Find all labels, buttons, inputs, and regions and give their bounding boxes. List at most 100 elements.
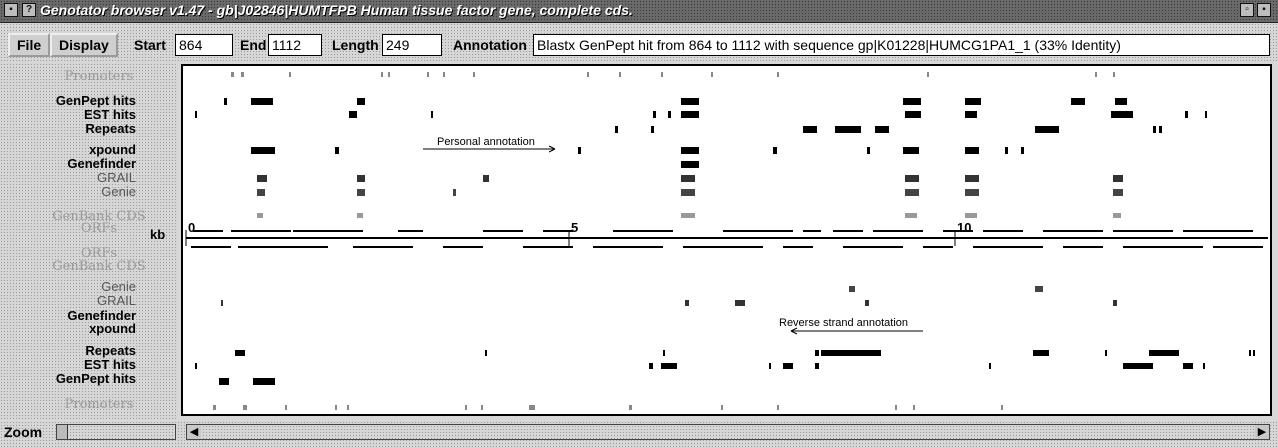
est-hit-feature[interactable]	[905, 111, 921, 118]
repeat-feature[interactable]	[803, 126, 817, 133]
scroll-left-icon[interactable]: ◀	[187, 425, 201, 439]
est-hit-feature[interactable]	[989, 363, 991, 369]
grail-feature[interactable]	[1113, 175, 1123, 182]
xpound-feature[interactable]	[251, 147, 275, 154]
forward-orf-feature[interactable]	[613, 230, 673, 232]
promoter-feature[interactable]	[335, 405, 337, 410]
xpound-feature[interactable]	[903, 147, 919, 154]
genefinder-feature[interactable]	[681, 161, 699, 168]
feature-map[interactable]: 0 5 10 Personal annotation Reverse strand an…	[183, 66, 1270, 414]
genbank-cds-feature[interactable]	[1113, 213, 1121, 218]
reverse-orf-feature[interactable]	[523, 246, 573, 248]
promoter-feature[interactable]	[1001, 405, 1003, 410]
est-hit-feature[interactable]	[1205, 111, 1207, 118]
est-hit-feature[interactable]	[653, 111, 656, 118]
repeat-feature[interactable]	[875, 126, 889, 133]
end-field[interactable]: 1112	[268, 34, 322, 56]
genpept-hit-feature[interactable]	[681, 98, 699, 105]
forward-orf-feature[interactable]	[293, 230, 363, 232]
promoter-feature[interactable]	[721, 405, 723, 410]
est-hit-feature[interactable]	[1203, 363, 1205, 369]
genpept-hit-feature[interactable]	[357, 98, 365, 105]
est-hit-feature[interactable]	[1111, 111, 1133, 118]
maximize-icon[interactable]: ▪	[1257, 3, 1271, 17]
genbank-cds-feature[interactable]	[257, 213, 263, 218]
zoom-slider-handle[interactable]	[57, 425, 68, 439]
promoter-feature[interactable]	[241, 72, 244, 77]
est-hit-feature[interactable]	[965, 111, 977, 118]
scroll-right-icon[interactable]: ▶	[1255, 425, 1269, 439]
reverse-orf-feature[interactable]	[623, 246, 663, 248]
genpept-hit-feature[interactable]	[965, 98, 981, 105]
promoter-feature[interactable]	[777, 72, 779, 77]
reverse-orf-feature[interactable]	[1063, 246, 1103, 248]
genbank-cds-feature[interactable]	[965, 213, 977, 218]
promoter-feature[interactable]	[777, 405, 779, 410]
grail-feature[interactable]	[483, 175, 489, 182]
grail-feature[interactable]	[905, 175, 919, 182]
promoter-feature[interactable]	[289, 72, 291, 77]
xpound-feature[interactable]	[578, 147, 581, 154]
repeat-feature[interactable]	[1153, 126, 1156, 133]
length-field[interactable]: 249	[382, 34, 442, 56]
repeat-feature[interactable]	[1105, 350, 1107, 356]
forward-orf-feature[interactable]	[398, 230, 423, 232]
forward-orf-feature[interactable]	[983, 230, 1023, 232]
forward-orf-feature[interactable]	[723, 230, 793, 232]
promoter-feature[interactable]	[661, 72, 663, 77]
forward-orf-feature[interactable]	[873, 230, 923, 232]
promoter-feature[interactable]	[711, 72, 713, 77]
promoter-feature[interactable]	[388, 72, 390, 77]
est-hit-feature[interactable]	[1183, 363, 1193, 369]
reverse-orf-feature[interactable]	[843, 246, 903, 248]
promoter-feature[interactable]	[213, 405, 216, 410]
reverse-orf-feature[interactable]	[443, 246, 483, 248]
est-hit-feature[interactable]	[661, 363, 677, 369]
promoter-feature[interactable]	[529, 405, 535, 410]
repeat-feature[interactable]	[1249, 350, 1251, 356]
promoter-feature[interactable]	[481, 405, 483, 410]
repeat-feature[interactable]	[1159, 126, 1162, 133]
repeat-feature[interactable]	[1253, 350, 1255, 356]
reverse-orf-feature[interactable]	[1123, 246, 1203, 248]
zoom-slider[interactable]	[56, 424, 176, 440]
reverse-orf-feature[interactable]	[683, 246, 763, 248]
est-hit-feature[interactable]	[681, 111, 699, 118]
repeat-feature[interactable]	[835, 126, 861, 133]
genpept-hit-feature[interactable]	[253, 378, 275, 385]
genie-feature[interactable]	[849, 286, 855, 292]
reverse-orf-feature[interactable]	[973, 246, 1043, 248]
promoter-feature[interactable]	[231, 72, 234, 77]
xpound-feature[interactable]	[335, 147, 339, 154]
genie-feature[interactable]	[357, 189, 365, 196]
est-hit-feature[interactable]	[668, 111, 671, 118]
promoter-feature[interactable]	[587, 72, 589, 77]
genome-map-canvas[interactable]: 0 5 10 Personal annotation Reverse strand an…	[181, 64, 1272, 416]
repeat-feature[interactable]	[235, 350, 245, 356]
promoter-feature[interactable]	[913, 405, 915, 410]
reverse-orf-feature[interactable]	[923, 246, 953, 248]
promoter-feature[interactable]	[895, 405, 897, 410]
start-field[interactable]: 864	[175, 34, 233, 56]
repeat-feature[interactable]	[615, 126, 618, 133]
promoter-feature[interactable]	[381, 72, 383, 77]
genpept-hit-feature[interactable]	[219, 378, 229, 385]
repeat-feature[interactable]	[815, 350, 819, 356]
forward-orf-feature[interactable]	[803, 230, 821, 232]
annotation-field[interactable]: Blastx GenPept hit from 864 to 1112 with…	[533, 34, 1270, 56]
genie-feature[interactable]	[681, 189, 695, 196]
promoter-feature[interactable]	[1113, 72, 1115, 77]
repeat-feature[interactable]	[485, 350, 487, 356]
promoter-feature[interactable]	[285, 405, 287, 410]
promoter-feature[interactable]	[427, 72, 429, 77]
grail-feature[interactable]	[257, 175, 267, 182]
genie-feature[interactable]	[1035, 286, 1043, 292]
est-hit-feature[interactable]	[815, 363, 819, 369]
promoter-feature[interactable]	[473, 72, 475, 77]
est-hit-feature[interactable]	[769, 363, 771, 369]
grail-feature[interactable]	[685, 300, 689, 306]
genie-feature[interactable]	[905, 189, 919, 196]
grail-feature[interactable]	[865, 300, 869, 306]
repeat-feature[interactable]	[1035, 126, 1059, 133]
est-hit-feature[interactable]	[349, 111, 357, 118]
